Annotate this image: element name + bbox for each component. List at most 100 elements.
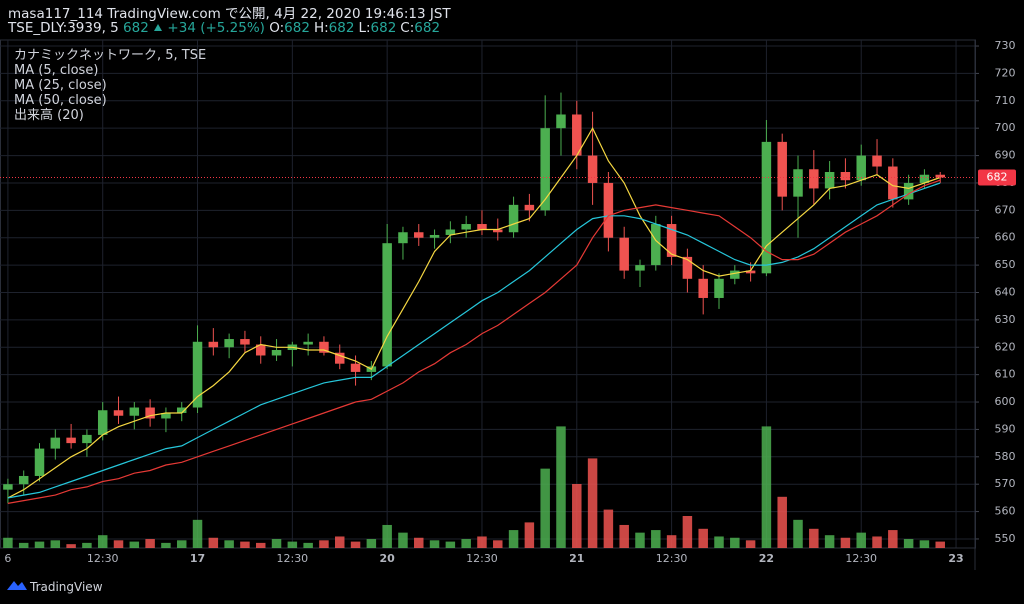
volume-bar	[3, 537, 13, 548]
x-tick-label: 6	[4, 552, 11, 565]
candle-body	[888, 166, 898, 200]
last-price-box	[978, 169, 1016, 186]
volume-bar	[682, 516, 693, 548]
volume-bar	[192, 519, 203, 548]
candle-body	[34, 448, 45, 476]
x-tick-label: 23	[948, 552, 963, 565]
candle-body	[3, 484, 13, 490]
y-tick-label: 600	[995, 395, 1016, 408]
x-tick-label: 12:30	[466, 552, 498, 565]
volume-bar	[508, 530, 519, 548]
candle-body	[18, 475, 29, 485]
volume-bar	[793, 519, 803, 548]
candle-body	[129, 407, 140, 416]
candle-body	[745, 270, 756, 274]
candle-body	[682, 256, 693, 279]
y-tick-label: 630	[995, 313, 1016, 326]
volume-bar	[461, 539, 471, 548]
ohlc-value: 682	[284, 20, 310, 36]
volume-bar	[872, 536, 882, 548]
symbol-line: TSE_DLY:3939, 5 682 +34 (+5.25%) O:682 H:…	[8, 20, 440, 36]
candle-body	[935, 174, 945, 178]
candle-body	[97, 410, 108, 435]
candle-body	[240, 339, 250, 345]
volume-bar	[856, 532, 866, 548]
volume-bar	[82, 542, 92, 548]
volume-bar	[840, 537, 851, 548]
candle-body	[161, 412, 171, 419]
last-price-label: 682	[987, 170, 1008, 183]
y-tick-label: 700	[995, 121, 1016, 134]
volume-bar	[888, 530, 898, 548]
candle-body	[113, 410, 124, 416]
logo	[7, 581, 27, 590]
volume-bar	[382, 524, 392, 548]
volume-bar	[524, 522, 535, 548]
volume-bar	[224, 540, 234, 548]
candle-body	[919, 174, 930, 183]
y-tick-label: 610	[995, 368, 1016, 381]
volume-bar	[287, 541, 298, 548]
volume-bar	[398, 532, 408, 548]
volume-bar	[145, 539, 155, 548]
candle-body	[493, 229, 503, 233]
candle-body	[587, 155, 598, 183]
y-tick-label: 570	[995, 477, 1016, 490]
candle-body	[255, 344, 266, 356]
candle-body	[903, 182, 914, 200]
volume-bar	[477, 536, 487, 548]
candle-body	[666, 224, 677, 257]
y-tick-label: 690	[995, 149, 1016, 162]
candle-body	[556, 114, 566, 129]
candle-body	[603, 182, 614, 238]
candle-body	[477, 224, 487, 230]
candle-body	[461, 224, 471, 230]
volume-bar	[414, 537, 424, 548]
candle-body	[319, 341, 329, 353]
volume-bar	[809, 528, 819, 548]
volume-bar	[34, 541, 45, 548]
candle-body	[429, 234, 440, 238]
candle-body	[192, 341, 203, 408]
footer-brand: TradingView	[30, 580, 103, 594]
candle-body	[414, 232, 424, 238]
volume-bar	[18, 542, 29, 548]
candle-body	[793, 169, 803, 197]
x-tick-label: 17	[190, 552, 205, 565]
ma-line	[7, 182, 941, 499]
candle-body	[350, 363, 361, 372]
legend: カナミックネットワーク, 5, TSE MA (5, close) MA (25, …	[14, 48, 206, 123]
volume-bar	[603, 509, 614, 548]
legend-item: MA (50, close)	[14, 93, 107, 108]
legend-item: 出来高 (20)	[14, 108, 84, 123]
y-tick-label: 550	[995, 532, 1016, 545]
volume-bar	[255, 542, 266, 548]
candle-body	[856, 155, 866, 181]
candle-body	[698, 278, 708, 298]
volume-bar	[698, 528, 708, 548]
volume-bar	[540, 468, 550, 548]
x-tick-label: 12:30	[276, 552, 308, 565]
y-tick-label: 590	[995, 422, 1016, 435]
y-tick-label: 640	[995, 285, 1016, 298]
volume-bar	[335, 536, 345, 548]
symbol: TSE_DLY:3939, 5	[8, 20, 119, 36]
volume-bar	[745, 540, 756, 548]
candle-body	[619, 237, 629, 271]
volume-bar	[113, 540, 124, 548]
ohlc-key: O:	[269, 20, 285, 36]
volume-bar	[97, 535, 108, 548]
publisher: masa117_114 TradingView.com で公開, 4月 22, …	[8, 6, 451, 22]
volume-bar	[493, 540, 503, 548]
y-tick-label: 620	[995, 340, 1016, 353]
volume-bar	[824, 535, 835, 548]
x-tick-label: 21	[569, 552, 584, 565]
volume-bar	[429, 540, 440, 548]
up-arrow	[154, 24, 163, 31]
x-tick-label: 22	[759, 552, 774, 565]
ohlc-key: H:	[313, 20, 329, 36]
candle-body	[524, 204, 535, 211]
candle-body	[145, 407, 155, 419]
x-tick-label: 12:30	[845, 552, 877, 565]
